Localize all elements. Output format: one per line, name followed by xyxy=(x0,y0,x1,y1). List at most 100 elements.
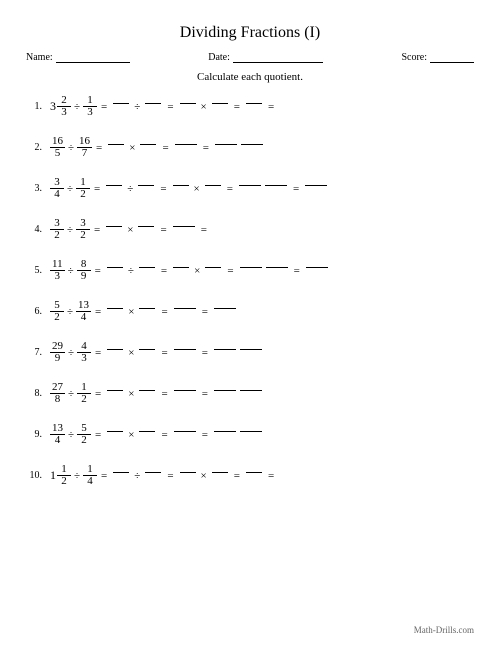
answer-blank[interactable] xyxy=(173,267,189,268)
problem-number: 10. xyxy=(26,470,42,481)
answer-blank[interactable] xyxy=(305,185,327,186)
answer-blank[interactable] xyxy=(139,308,155,309)
answer-blank[interactable] xyxy=(180,103,196,104)
answer-blank[interactable] xyxy=(240,267,262,268)
answer-blank[interactable] xyxy=(107,390,123,391)
divide-op: ÷ xyxy=(68,142,74,154)
answer-blank[interactable] xyxy=(138,185,154,186)
fraction: 34 xyxy=(50,177,64,200)
answer-blank[interactable] xyxy=(173,185,189,186)
problem-number: 8. xyxy=(26,388,42,399)
answer-blank[interactable] xyxy=(107,308,123,309)
answer-blank[interactable] xyxy=(214,349,236,350)
fraction: 52 xyxy=(77,423,91,446)
equals-op: = xyxy=(96,142,102,154)
answer-blank[interactable] xyxy=(239,185,261,186)
fraction: 52 xyxy=(50,300,64,323)
equals-op: = xyxy=(101,470,107,482)
answer-blank[interactable] xyxy=(140,144,156,145)
answer-blank[interactable] xyxy=(113,472,129,473)
answer-blank[interactable] xyxy=(240,390,262,391)
equals-op: = xyxy=(202,347,208,359)
answer-blank[interactable] xyxy=(113,103,129,104)
answer-blank[interactable] xyxy=(214,431,236,432)
fraction: 23 xyxy=(57,95,71,118)
answer-blank[interactable] xyxy=(212,472,228,473)
answer-blank[interactable] xyxy=(138,226,154,227)
equals-op: = xyxy=(293,183,299,195)
answer-blank[interactable] xyxy=(173,226,195,227)
instruction-text: Calculate each quotient. xyxy=(26,71,474,83)
answer-blank[interactable] xyxy=(205,185,221,186)
answer-blank[interactable] xyxy=(139,431,155,432)
answer-blank[interactable] xyxy=(306,267,328,268)
answer-blank[interactable] xyxy=(139,390,155,391)
answer-blank[interactable] xyxy=(266,267,288,268)
date-blank[interactable] xyxy=(233,52,323,63)
answer-blank[interactable] xyxy=(214,308,236,309)
equals-op: = xyxy=(202,429,208,441)
answer-blank[interactable] xyxy=(240,349,262,350)
multiply-op: × xyxy=(201,470,207,482)
answer-blank[interactable] xyxy=(106,226,122,227)
name-blank[interactable] xyxy=(56,52,130,63)
equals-op: = xyxy=(161,347,167,359)
problem-number: 5. xyxy=(26,265,42,276)
equals-op: = xyxy=(234,101,240,113)
fraction: 134 xyxy=(50,423,65,446)
answer-blank[interactable] xyxy=(214,390,236,391)
answer-blank[interactable] xyxy=(241,144,263,145)
answer-blank[interactable] xyxy=(212,103,228,104)
answer-blank[interactable] xyxy=(174,390,196,391)
answer-blank[interactable] xyxy=(240,431,262,432)
equals-op: = xyxy=(202,388,208,400)
answer-blank[interactable] xyxy=(106,185,122,186)
equals-op: = xyxy=(161,388,167,400)
divide-op: ÷ xyxy=(127,183,133,195)
answer-blank[interactable] xyxy=(174,349,196,350)
problem-row: 7.299÷43=×== xyxy=(26,341,474,364)
answer-blank[interactable] xyxy=(246,472,262,473)
divide-op: ÷ xyxy=(134,101,140,113)
problem-number: 4. xyxy=(26,224,42,235)
answer-blank[interactable] xyxy=(145,103,161,104)
equals-op: = xyxy=(94,224,100,236)
answer-blank[interactable] xyxy=(107,267,123,268)
answer-blank[interactable] xyxy=(205,267,221,268)
answer-blank[interactable] xyxy=(246,103,262,104)
equals-op: = xyxy=(201,224,207,236)
problem-number: 9. xyxy=(26,429,42,440)
divide-op: ÷ xyxy=(67,224,73,236)
answer-blank[interactable] xyxy=(107,349,123,350)
divide-op: ÷ xyxy=(74,101,80,113)
answer-blank[interactable] xyxy=(265,185,287,186)
footer-text: Math-Drills.com xyxy=(414,625,474,635)
score-field: Score: xyxy=(401,52,474,63)
equals-op: = xyxy=(160,183,166,195)
problem-number: 7. xyxy=(26,347,42,358)
fraction: 43 xyxy=(77,341,91,364)
answer-blank[interactable] xyxy=(174,308,196,309)
problem-row: 8.278÷12=×== xyxy=(26,382,474,405)
equals-op: = xyxy=(101,101,107,113)
answer-blank[interactable] xyxy=(174,431,196,432)
multiply-op: × xyxy=(194,183,200,195)
answer-blank[interactable] xyxy=(215,144,237,145)
divide-op: ÷ xyxy=(67,306,73,318)
answer-blank[interactable] xyxy=(107,431,123,432)
fraction: 89 xyxy=(77,259,91,282)
score-blank[interactable] xyxy=(430,52,474,63)
equals-op: = xyxy=(161,429,167,441)
equals-op: = xyxy=(294,265,300,277)
answer-blank[interactable] xyxy=(139,267,155,268)
answer-blank[interactable] xyxy=(145,472,161,473)
answer-blank[interactable] xyxy=(180,472,196,473)
fraction: 167 xyxy=(77,136,92,159)
equals-op: = xyxy=(161,306,167,318)
answer-blank[interactable] xyxy=(175,144,197,145)
answer-blank[interactable] xyxy=(139,349,155,350)
name-field: Name: xyxy=(26,52,130,63)
equals-op: = xyxy=(162,142,168,154)
answer-blank[interactable] xyxy=(108,144,124,145)
fraction: 299 xyxy=(50,341,65,364)
